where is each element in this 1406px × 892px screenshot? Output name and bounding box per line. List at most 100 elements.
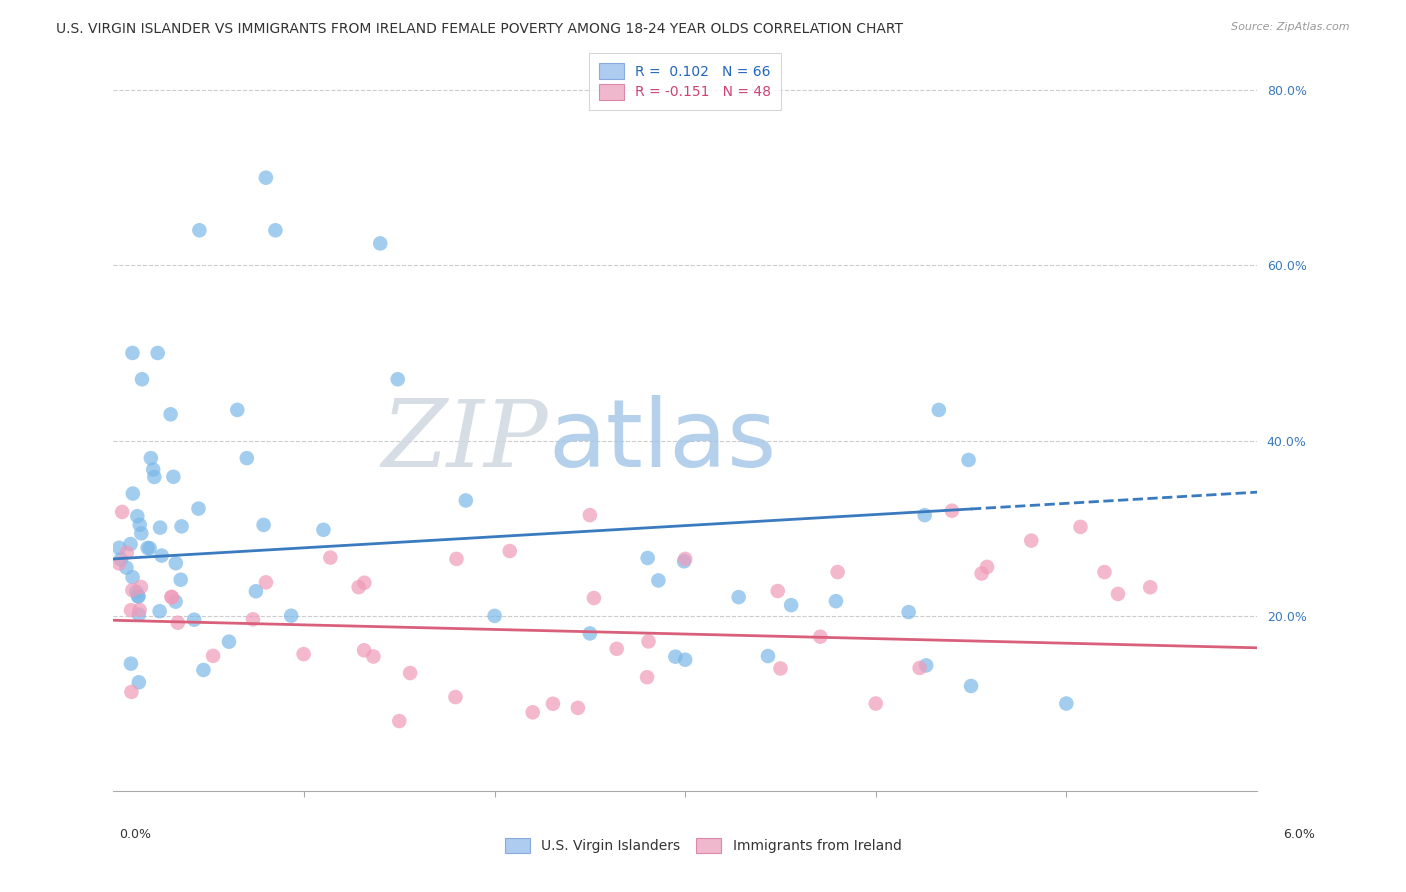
Point (827, 565, 849, 579)
Point (673, 552, 696, 566)
Point (183, 613, 205, 627)
Point (914, 508, 936, 522)
Point (319, 550, 342, 565)
Point (166, 615, 188, 630)
Point (110, 552, 132, 566)
Point (143, 470, 166, 484)
Point (567, 701, 589, 715)
Point (146, 346, 169, 360)
Point (245, 584, 267, 599)
Point (188, 223, 211, 237)
Point (127, 509, 149, 524)
Point (170, 573, 193, 587)
Point (121, 346, 143, 360)
Point (387, 372, 409, 386)
Point (252, 517, 274, 532)
Point (242, 612, 264, 626)
Point (541, 697, 564, 711)
Point (226, 403, 249, 417)
Point (1054, 697, 1077, 711)
Point (159, 407, 181, 421)
Text: Source: ZipAtlas.com: Source: ZipAtlas.com (1232, 22, 1350, 32)
Point (399, 666, 422, 681)
Text: atlas: atlas (548, 395, 776, 487)
Point (187, 501, 209, 516)
Point (673, 653, 696, 667)
Point (218, 634, 240, 648)
Point (582, 591, 605, 605)
Point (120, 657, 142, 671)
Point (647, 574, 669, 588)
Point (915, 658, 938, 673)
Point (128, 603, 150, 617)
Point (202, 648, 225, 663)
Point (121, 583, 143, 598)
Point (165, 595, 187, 609)
Point (637, 634, 659, 648)
Point (292, 647, 315, 661)
Point (115, 560, 138, 574)
Point (125, 585, 148, 599)
Point (108, 541, 131, 555)
Point (941, 504, 963, 518)
Point (579, 626, 602, 640)
Point (128, 517, 150, 532)
Point (347, 580, 370, 594)
Point (127, 589, 149, 603)
Point (280, 608, 302, 623)
Point (363, 649, 385, 664)
Point (254, 170, 277, 185)
Point (264, 223, 287, 237)
Point (254, 575, 277, 590)
Point (312, 523, 335, 537)
Point (120, 603, 142, 617)
Point (149, 521, 172, 535)
Point (756, 648, 779, 663)
Point (138, 541, 160, 556)
Point (236, 451, 259, 466)
Point (579, 508, 602, 522)
Point (388, 714, 411, 728)
Point (522, 706, 544, 720)
Point (120, 537, 142, 551)
Point (368, 236, 391, 251)
Point (162, 469, 184, 483)
Point (766, 584, 789, 599)
Point (165, 556, 187, 570)
Point (769, 661, 792, 675)
Point (121, 685, 143, 699)
Text: 6.0%: 6.0% (1282, 828, 1315, 841)
Point (353, 643, 375, 657)
Point (636, 670, 658, 684)
Text: ZIP: ZIP (381, 396, 548, 486)
Point (131, 372, 153, 386)
Point (1094, 565, 1116, 579)
Point (637, 551, 659, 566)
Point (825, 594, 848, 608)
Point (160, 591, 183, 605)
Point (129, 580, 152, 594)
Point (908, 661, 931, 675)
Point (960, 679, 983, 693)
Point (121, 486, 143, 500)
Point (149, 604, 172, 618)
Point (454, 493, 477, 508)
Point (780, 598, 803, 612)
Legend: R =  0.102   N = 66, R = -0.151   N = 48: R = 0.102 N = 66, R = -0.151 N = 48 (589, 54, 780, 110)
Point (170, 519, 193, 533)
Point (150, 549, 173, 563)
Point (115, 546, 138, 560)
Point (673, 554, 696, 568)
Point (499, 544, 522, 558)
Point (111, 505, 134, 519)
Point (128, 607, 150, 622)
Point (808, 630, 831, 644)
Legend: U.S. Virgin Islanders, Immigrants from Ireland: U.S. Virgin Islanders, Immigrants from I… (499, 832, 907, 858)
Point (1107, 587, 1129, 601)
Point (142, 462, 165, 476)
Point (1019, 533, 1042, 548)
Point (193, 663, 215, 677)
Point (606, 641, 628, 656)
Point (897, 605, 920, 619)
Point (957, 453, 980, 467)
